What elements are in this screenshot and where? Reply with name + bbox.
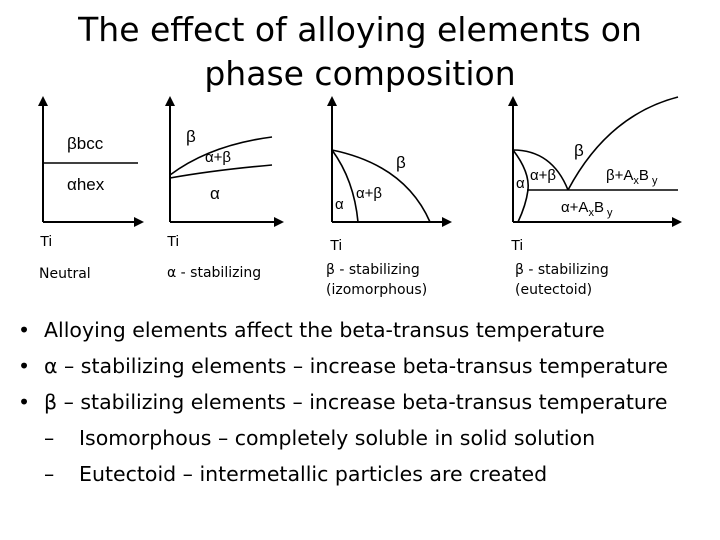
diagram-1-label-alpha-hex: αhex: [67, 175, 105, 194]
diagram-4-beta-transus-left: [512, 149, 569, 191]
diagram-3-label-beta: β: [396, 153, 406, 172]
diagram-beta-isomorphous: β α+β α Ti: [327, 96, 452, 254]
diagram-2-axis-label: Ti: [167, 233, 179, 250]
diagram-3-alpha-transus: [331, 149, 359, 223]
sub-bullet-item: – Isomorphous – completely soluble in so…: [18, 420, 718, 456]
caption-neutral: Neutral: [39, 264, 91, 284]
caption-neutral-line-1: Neutral: [39, 266, 91, 282]
caption-beta-eutectoid: β - stabilizing (eutectoid): [515, 260, 609, 300]
bullet-list: • Alloying elements affect the beta-tran…: [18, 312, 718, 492]
diagram-1-axis-label: Ti: [40, 233, 52, 250]
phase-diagrams: βbcc αhex Ti β α+β α Ti β α+β α Ti β α α…: [38, 96, 682, 254]
caption-beta-isomorphous-line-1: β - stabilizing: [326, 262, 420, 278]
bullet-text: β – stabilizing elements – increase beta…: [44, 390, 668, 414]
bullet-text: Alloying elements affect the beta-transu…: [44, 318, 605, 342]
diagram-3-label-alpha-beta: α+β: [356, 185, 382, 202]
diagram-4-beta-transus-right: [567, 96, 679, 191]
sub-bullet-text: Isomorphous – completely soluble in soli…: [79, 426, 596, 450]
diagram-alpha-stabilizing: β α+β α Ti: [165, 96, 284, 250]
caption-beta-isomorphous-line-2: (izomorphous): [326, 282, 428, 298]
caption-beta-isomorphous: β - stabilizing (izomorphous): [326, 260, 427, 300]
slide-title-line-1: The effect of alloying elements on: [78, 10, 642, 49]
caption-alpha-stabilizing: α - stabilizing: [167, 263, 261, 283]
bullet-mark: •: [18, 318, 31, 342]
bullet-item: • Alloying elements affect the beta-tran…: [18, 312, 718, 348]
slide-title: The effect of alloying elements on phase…: [0, 8, 720, 96]
bullet-item: • β – stabilizing elements – increase be…: [18, 384, 718, 420]
diagram-4-axis-label: Ti: [511, 237, 523, 254]
diagram-2-label-alpha: α: [210, 184, 220, 203]
slide-title-line-2: phase composition: [204, 54, 516, 93]
sub-bullet-item: – Eutectoid – intermetallic particles ar…: [18, 456, 718, 492]
sub-bullet-text: Eutectoid – intermetallic particles are …: [79, 462, 548, 486]
caption-beta-eutectoid-line-2: (eutectoid): [515, 282, 593, 298]
sub-bullet-mark: –: [44, 462, 55, 486]
bullet-mark: •: [18, 390, 31, 414]
diagram-1-label-beta-bcc: βbcc: [67, 134, 104, 153]
diagram-4-label-beta: β: [574, 141, 584, 160]
diagram-4-label-beta-axby: β+AxB y: [606, 167, 658, 187]
bullet-mark: •: [18, 354, 31, 378]
sub-bullet-mark: –: [44, 426, 55, 450]
diagram-3-beta-transus: [331, 149, 431, 223]
diagram-4-label-alpha-beta: α+β: [530, 167, 556, 184]
diagram-2-beta-transus: [169, 136, 273, 176]
diagram-3-label-alpha: α: [335, 196, 344, 213]
diagram-2-label-beta: β: [186, 127, 196, 146]
bullet-item: • α – stabilizing elements – increase be…: [18, 348, 718, 384]
caption-beta-eutectoid-line-1: β - stabilizing: [515, 262, 609, 278]
diagram-2-label-alpha-beta: α+β: [205, 149, 231, 166]
diagram-beta-eutectoid: β α α+β β+AxB y α+AxB y Ti: [508, 96, 682, 254]
diagram-4-label-alpha-axby: α+AxB y: [561, 199, 613, 219]
diagram-2-alpha-transus: [169, 164, 273, 179]
diagram-neutral: βbcc αhex Ti: [38, 96, 144, 250]
caption-alpha-stabilizing-line-1: α - stabilizing: [167, 265, 262, 281]
diagram-3-axis-label: Ti: [330, 237, 342, 254]
bullet-text: α – stabilizing elements – increase beta…: [44, 354, 668, 378]
diagram-4-label-alpha: α: [516, 175, 525, 192]
